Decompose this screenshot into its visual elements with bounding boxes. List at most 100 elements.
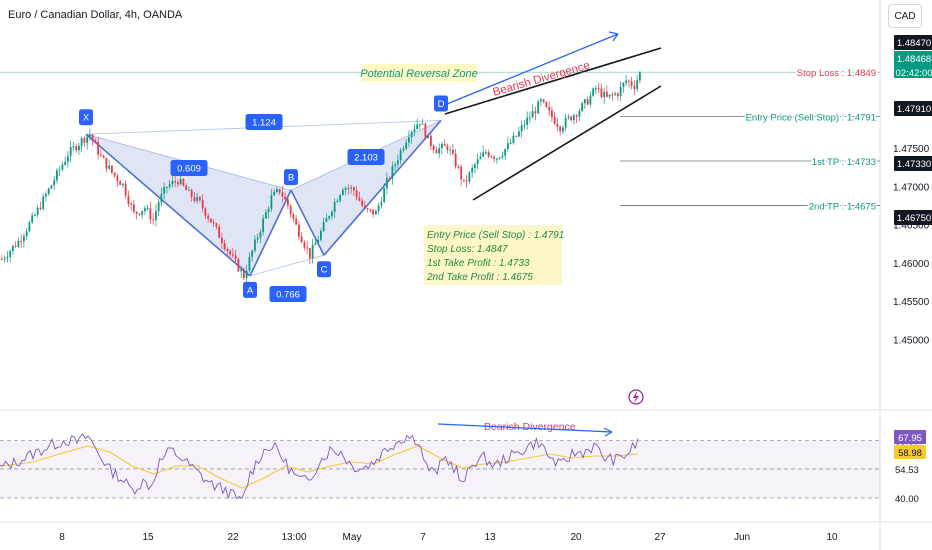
rising-wedge [444,47,662,201]
candle-body [116,175,119,182]
candle-body [127,195,130,204]
rsi-tick-label: 40.00 [895,494,919,505]
candle-body [408,137,410,143]
wedge-upper-line [444,47,662,115]
candle-body [45,194,47,197]
candle-body [91,134,94,141]
candle-body [210,218,212,223]
candle-body [105,157,108,169]
candle-body [56,170,58,181]
candle-body [358,197,361,201]
candle-body [592,88,595,96]
price-tag-label: 1.47330 [897,159,931,170]
candle-body [331,211,333,217]
rsi-divergence-label: Bearish Divergence [484,421,576,433]
candle-body [424,123,427,139]
candle-body [28,222,31,232]
trade-note-bg [424,225,562,285]
pattern-point-a-bg [243,281,257,298]
candle-body [520,125,523,132]
candle-body [229,250,232,255]
candle-body [501,155,504,158]
candle-body [6,257,9,259]
candle-body [333,202,336,212]
candle-body [171,180,174,185]
candle-body [339,194,342,201]
candle-body [138,213,141,215]
candle-body [100,154,102,156]
candle-body [166,186,168,188]
candle-body [3,258,6,260]
candle-body [196,197,199,201]
candle-body [67,156,69,162]
candle-body [559,126,562,132]
rsi-ma-line [0,445,639,489]
candle-body [144,208,146,212]
candle-body [350,187,353,189]
candle-body [383,188,386,203]
candle-body [34,214,36,216]
candle-body [347,188,350,190]
pattern-point-x-bg [79,109,93,126]
time-tick-label: 8 [59,532,65,543]
candle-body [446,145,449,150]
candle-body [545,102,548,107]
candle-body [471,167,474,173]
candle-body [482,152,485,157]
candle-body [377,205,380,212]
candle-body [463,179,465,181]
currency-button[interactable]: CAD [888,4,922,28]
ratio-label-bg [245,114,283,130]
candle-body [375,211,377,215]
rsi-tick-label: 54.53 [895,465,919,476]
candle-body [218,226,221,238]
time-tick-label: May [343,532,362,543]
candle-body [394,164,397,167]
time-tick-label: 20 [570,532,582,543]
candle-body [146,208,149,210]
time-tick-label: 15 [142,532,154,543]
candle-body [141,211,144,215]
candle-body [496,158,498,160]
ratio-label-bg [269,286,307,302]
candle-body [419,123,421,125]
level-label: 1st TP : 1.4733 [812,157,876,168]
rsi-pane: Bearish Divergence68.6754.5340.0067.9558… [0,420,926,505]
candle-body [523,124,526,126]
candle-body [188,189,190,191]
candle-body [562,127,564,132]
candle-body [468,172,471,182]
rsi-divergence-arrowhead [603,427,613,437]
candle-body [309,247,311,259]
candle-body [443,143,446,146]
candle-body [567,116,570,118]
candle-body [509,143,512,145]
candle-body [94,140,97,143]
candle-body [270,195,273,209]
pattern-point-x-text: X [83,113,90,124]
candle-body [20,240,23,242]
pattern-ratio-line [249,254,325,277]
candle-body [124,183,127,196]
ratio-label: 0.766 [269,286,307,302]
candle-body [386,178,388,189]
candle-body [251,250,254,257]
candle-body [221,237,223,244]
candle-body [289,205,292,215]
candle-body [369,209,372,211]
trade-note-line: 2nd Take Profit : 1.4675 [426,272,533,283]
candle-body [504,149,507,156]
candle-body [130,203,133,205]
candle-body [322,221,325,232]
price-tag-bg [894,35,932,50]
candle-body [581,103,584,112]
candle-body [78,145,80,151]
candle-body [564,117,567,128]
candle-body [306,247,309,249]
price-tag-label: 1.46750 [897,213,931,224]
candle-body [317,239,320,244]
level-label: Entry Price (Sell Stop) : 1.4791 [746,113,876,124]
candle-body [479,156,482,160]
candle-body [570,116,573,121]
candle-body [619,86,622,97]
